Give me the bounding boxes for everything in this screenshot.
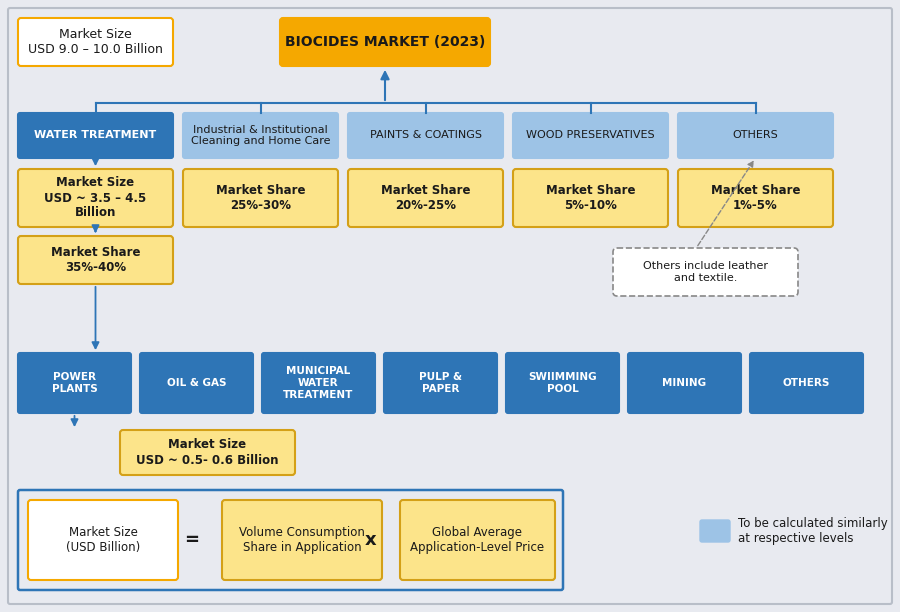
FancyBboxPatch shape: [513, 113, 668, 158]
Text: Market Size
USD ~ 0.5- 0.6 Billion: Market Size USD ~ 0.5- 0.6 Billion: [136, 439, 279, 466]
FancyBboxPatch shape: [18, 169, 173, 227]
Text: Volume Consumption
Share in Application: Volume Consumption Share in Application: [239, 526, 364, 554]
Text: Market Size
USD 9.0 – 10.0 Billion: Market Size USD 9.0 – 10.0 Billion: [28, 28, 163, 56]
FancyBboxPatch shape: [678, 113, 833, 158]
FancyBboxPatch shape: [700, 520, 730, 542]
Text: OIL & GAS: OIL & GAS: [166, 378, 226, 388]
FancyBboxPatch shape: [613, 248, 798, 296]
FancyBboxPatch shape: [384, 353, 497, 413]
FancyBboxPatch shape: [18, 236, 173, 284]
FancyBboxPatch shape: [348, 169, 503, 227]
Text: MUNICIPAL
WATER
TREATMENT: MUNICIPAL WATER TREATMENT: [284, 367, 354, 400]
FancyBboxPatch shape: [120, 430, 295, 475]
FancyBboxPatch shape: [400, 500, 555, 580]
FancyBboxPatch shape: [8, 8, 892, 604]
Text: OTHERS: OTHERS: [733, 130, 778, 141]
Text: =: =: [184, 531, 200, 549]
Text: Market Share
20%-25%: Market Share 20%-25%: [381, 184, 470, 212]
Text: Market Size
USD ~ 3.5 – 4.5
Billion: Market Size USD ~ 3.5 – 4.5 Billion: [44, 176, 147, 220]
FancyBboxPatch shape: [18, 18, 173, 66]
Text: PULP &
PAPER: PULP & PAPER: [419, 372, 462, 394]
FancyBboxPatch shape: [506, 353, 619, 413]
Text: Market Share
25%-30%: Market Share 25%-30%: [216, 184, 305, 212]
FancyBboxPatch shape: [280, 18, 490, 66]
FancyBboxPatch shape: [678, 169, 833, 227]
Text: SWIIMMING
POOL: SWIIMMING POOL: [528, 372, 597, 394]
FancyBboxPatch shape: [140, 353, 253, 413]
Text: WOOD PRESERVATIVES: WOOD PRESERVATIVES: [526, 130, 655, 141]
Text: BIOCIDES MARKET (2023): BIOCIDES MARKET (2023): [284, 35, 485, 49]
Text: x: x: [365, 531, 377, 549]
FancyBboxPatch shape: [513, 169, 668, 227]
FancyBboxPatch shape: [18, 113, 173, 158]
Text: WATER TREATMENT: WATER TREATMENT: [34, 130, 157, 141]
Text: PAINTS & COATINGS: PAINTS & COATINGS: [370, 130, 482, 141]
FancyBboxPatch shape: [183, 169, 338, 227]
FancyBboxPatch shape: [28, 500, 178, 580]
Text: Market Share
1%-5%: Market Share 1%-5%: [711, 184, 800, 212]
Text: To be calculated similarly
at respective levels: To be calculated similarly at respective…: [738, 517, 887, 545]
Text: Industrial & Institutional
Cleaning and Home Care: Industrial & Institutional Cleaning and …: [191, 125, 330, 146]
Text: MINING: MINING: [662, 378, 706, 388]
Text: OTHERS: OTHERS: [783, 378, 830, 388]
FancyBboxPatch shape: [628, 353, 741, 413]
FancyBboxPatch shape: [18, 353, 131, 413]
Text: Market Share
5%-10%: Market Share 5%-10%: [545, 184, 635, 212]
FancyBboxPatch shape: [222, 500, 382, 580]
Text: Others include leather
and textile.: Others include leather and textile.: [643, 261, 768, 283]
Text: Market Size
(USD Billion): Market Size (USD Billion): [66, 526, 140, 554]
FancyBboxPatch shape: [348, 113, 503, 158]
FancyBboxPatch shape: [183, 113, 338, 158]
Text: Market Share
35%-40%: Market Share 35%-40%: [50, 246, 140, 274]
FancyBboxPatch shape: [262, 353, 375, 413]
FancyBboxPatch shape: [750, 353, 863, 413]
Text: POWER
PLANTS: POWER PLANTS: [51, 372, 97, 394]
Text: Global Average
Application-Level Price: Global Average Application-Level Price: [410, 526, 544, 554]
